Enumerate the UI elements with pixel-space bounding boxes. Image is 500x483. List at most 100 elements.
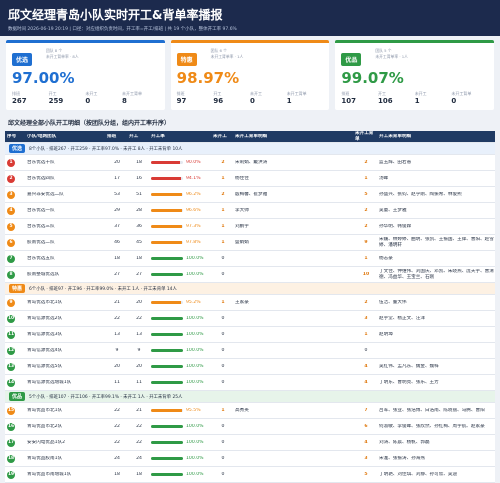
stat-label: 未开工背单 [286,91,307,96]
unbacked-detail: 丁文佳、仲维伟、刘国庆、邓凯、朱晓燕、庞天宇、曹清德、冯益华、王宝兰、石刚 [379,269,494,280]
rate-track [151,473,183,476]
cell: 8 [5,270,25,279]
card-note: 未开工背单率 · 1人 [210,54,244,59]
cell: 丁文佳、仲维伟、刘国庆、邓凯、朱晓燕、庞天宇、曹清德、冯益华、王宝兰、石刚 [377,269,495,280]
group-tag: 优选 [9,144,26,153]
rate-track [151,273,183,276]
rate-label: 100.0% [186,315,204,321]
scheduled: 11 [114,379,120,385]
stat: 未开工 1 [415,91,452,105]
stat-label: 未开工 [414,91,427,96]
not-started-detail: 王家豪 [235,299,249,305]
rate-bar [151,193,182,196]
cell: 杨志豪 [377,256,495,262]
row-number: 15 [7,406,15,415]
started: 20 [136,299,142,305]
started: 21 [136,407,142,413]
rate-cell: 100.0% [149,424,211,430]
table-row: 11 青岛信源优选3队 13 13 100.0% 0 1 赵明璋 [5,327,495,343]
team-name: 青岛信源优选4队 [27,347,63,353]
rate-track [151,409,183,412]
row-number: 9 [7,298,15,307]
table-row: 1 台东优选十队 20 18 90.0% 2 宋莉娟、戴洪涛 2 蓝玉辉、田若愚 [5,155,495,171]
rate-bar [151,161,180,164]
rate-bar [151,441,183,444]
row-number: 17 [7,438,15,447]
table-row: 12 青岛信源优选4队 9 9 100.0% 0 0 [5,343,495,359]
rate-cell: 100.0% [149,472,211,478]
rate-track [151,425,183,428]
not-started-detail: 杨佳佳 [235,175,249,181]
unbacked-detail: 丁明东、曹明亮、张乐、王芳 [379,379,439,385]
not-started: 0 [221,455,225,461]
stat-label: 未开工背单 [451,91,472,96]
not-started: 0 [221,255,225,261]
scheduled: 13 [114,331,120,337]
team-name: 台东优选五队 [27,255,55,261]
stat: 排班 97 [177,91,214,105]
team-name: 台东优选十队 [27,159,55,165]
stat-value: 107 [341,97,356,105]
row-number: 19 [7,470,15,479]
table-row: 17 安安闪电优品1队2 22 22 100.0% 0 4 刘涛、陈晨、杨帆、郭磊 [5,435,495,451]
rate-bar [151,225,183,228]
scheduled: 27 [114,271,120,277]
rate-cell: 100.0% [149,316,211,322]
rate-cell: 95.2% [149,300,211,306]
started: 18 [136,471,142,477]
stat-value: 0 [451,97,457,105]
scheduled: 18 [114,255,120,261]
team-name: 青岛优品胶南1队 [27,455,63,461]
not-started-detail: 高秀英 [235,407,249,413]
cell: 宋莉娟、戴洪涛 [233,160,353,166]
cell: 伍洁、董大伟 [377,300,495,306]
card-notes: 团队 5 个未开工背单率 · 1人 [375,48,408,60]
cell: 12 [5,346,25,355]
cell: 7 [5,254,25,263]
rate-track [151,349,183,352]
rate-track [151,317,183,320]
cell: 刘鹏宇 [233,224,353,230]
rate-bar [151,457,183,460]
rate-cell: 90.0% [149,160,211,166]
stat: 开工 96 [213,91,250,105]
card-note: 未开工背单率 · 1人 [375,54,408,59]
rate-cell: 100.0% [149,332,211,338]
rate-label: 95.5% [186,407,201,413]
not-started: 1 [221,223,225,229]
started: 51 [136,191,142,197]
rate-bar [151,473,183,476]
rate-bar [151,273,183,276]
card-note: 团队 5 个 [375,48,392,53]
card-stats: 排班 267 开工 259 未开工 0 未开工背单 8 [12,91,159,105]
not-started: 2 [221,191,225,197]
rate-cell: 100.0% [149,456,211,462]
table-row: 10 青岛信源优选2队 22 22 100.0% 0 3 赵宇堂、杨正文、汪洋 [5,311,495,327]
rate-cell: 96.2% [149,192,211,198]
rate-track [151,257,183,260]
scheduled: 22 [114,439,120,445]
row-number: 11 [7,330,15,339]
cell: 4 [5,206,25,215]
rate-track [151,225,183,228]
started: 13 [136,331,142,337]
unbacked: 1 [364,331,368,337]
stat: 排班 107 [341,91,378,105]
stat-label: 开工 [378,91,387,96]
cell: 14 [5,378,25,387]
cell: 高秀英 [233,408,353,414]
not-started: 0 [221,379,225,385]
team-name: 嘉兴非安优选二队 [27,191,64,197]
cell: 1 [5,158,25,167]
not-started: 1 [221,299,225,305]
group-summary: 8个小队 · 排班267 · 开工259 · 开工率97.0% · 未开工 8人… [29,146,183,152]
section-title: 邱文经理全部小队开工明细（按团队分组，组内开工率升序） [8,120,171,127]
stat: 开工 259 [49,91,86,105]
table: 序号 小队/电网团队 排班 开工 开工率 未开工 未开工背单明细 未开工背单 开工未背单明细 优选… [5,131,495,483]
rate-cell: 100.0% [149,348,211,354]
scheduled: 20 [114,159,120,165]
rate-label: 97.3% [186,223,201,229]
rate-track [151,161,183,164]
rate-label: 96.2% [186,191,201,197]
column-header: 小队/电网团队 [27,133,57,139]
